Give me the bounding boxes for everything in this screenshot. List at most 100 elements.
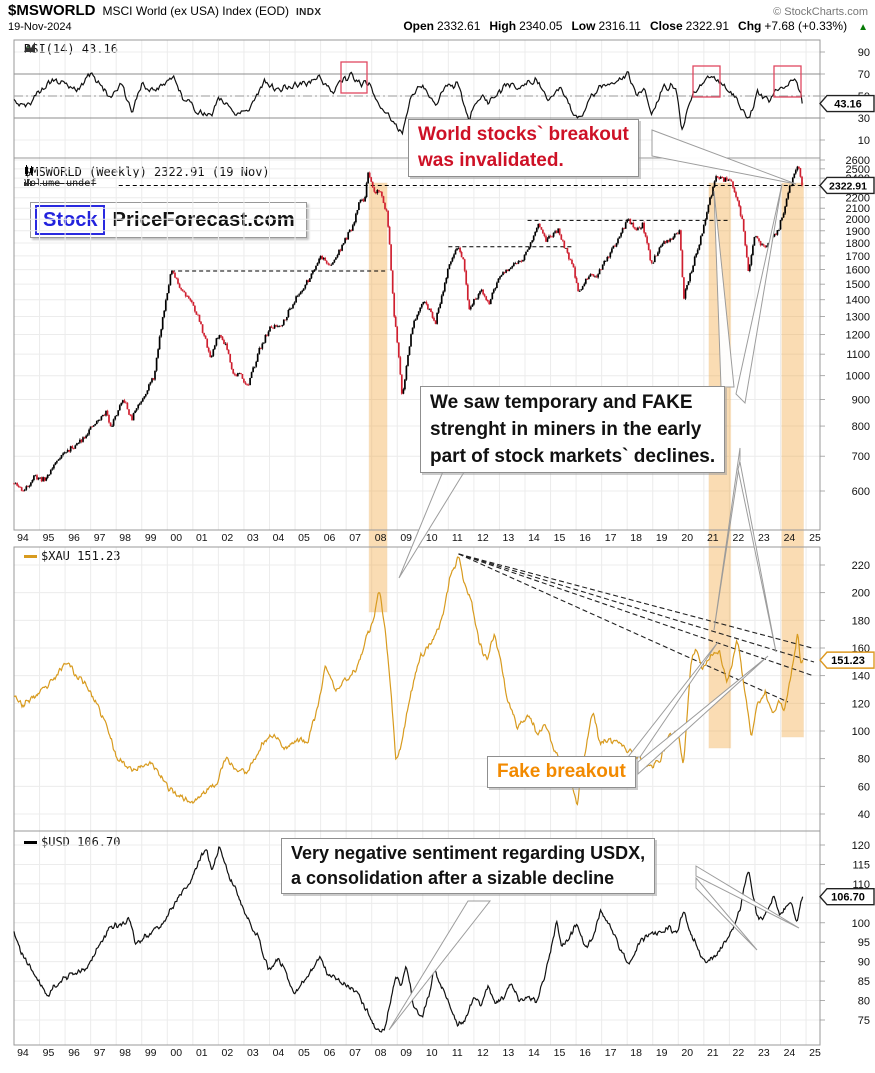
year-label: 10 [426, 1047, 438, 1059]
year-label: 05 [298, 1047, 310, 1059]
quote-low: Low 2316.11 [571, 19, 641, 33]
panel-border-xau [13, 546, 821, 832]
xau-pointer-value: 151.23 [831, 655, 865, 667]
year-label: 13 [503, 532, 515, 544]
year-label: 95 [43, 1047, 55, 1059]
xau-legend-dash-icon [24, 554, 37, 558]
year-label: 22 [732, 532, 744, 544]
year-label: 09 [400, 532, 412, 544]
down-bodies [13, 166, 803, 492]
usd-tick-label: 95 [858, 937, 870, 949]
msworld-tick-label: 2000 [846, 214, 870, 226]
callout-tail-xau-2024-spike [737, 461, 777, 653]
year-label: 16 [579, 1047, 591, 1059]
year-label: 17 [605, 532, 617, 544]
year-label: 07 [349, 1047, 361, 1059]
msworld-tick-label: 2200 [846, 193, 870, 205]
msworld-tick-label: 1800 [846, 238, 870, 250]
year-label: 12 [477, 532, 489, 544]
callout-tail-usd-2024-area [695, 865, 800, 929]
callout-tails [388, 129, 800, 1031]
gridlines [14, 40, 820, 1045]
usd-tick-label: 75 [858, 1015, 870, 1027]
usd-tick-label: 120 [852, 840, 870, 852]
callout-tail-xau-2024-spike-2 [637, 655, 769, 776]
quote-chg: Chg +7.68 (+0.33%) [738, 19, 847, 33]
year-label: 18 [630, 1047, 642, 1059]
chg-label: Chg [738, 19, 762, 33]
fan-line [458, 553, 815, 663]
panel-border-usd [13, 830, 821, 1046]
chart-header: $MSWORLD MSCI World (ex USA) Index (EOD)… [0, 0, 875, 38]
callout-tail-msworld-2022-band [713, 190, 735, 388]
header-row-quote: 19-Nov-2024 Open 2332.61 High 2340.05 Low 2… [8, 19, 868, 33]
volume-label[interactable]: Volume undef [24, 178, 96, 189]
msworld-tick-label: 2100 [846, 203, 870, 215]
price-pointers: 43.16 2322.91 151.23 106.70 [819, 94, 875, 906]
usd-legend-dash-icon [24, 840, 37, 844]
year-label: 95 [43, 532, 55, 544]
xau-panel-label[interactable]: $XAU 151.23 [24, 549, 120, 563]
xau-label-text: $XAU 151.23 [41, 549, 121, 563]
year-label: 00 [170, 1047, 182, 1059]
year-label: 19 [656, 532, 668, 544]
rsi-pointer [819, 94, 875, 113]
year-label: 02 [221, 1047, 233, 1059]
note-line: We saw temporary and FAKE [430, 392, 693, 413]
year-label: 08 [375, 1047, 387, 1059]
year-label: 25 [809, 1047, 821, 1059]
msworld-tick-label: 1100 [846, 349, 870, 361]
year-label: 20 [681, 1047, 693, 1059]
msworld-tick-label: 1700 [846, 251, 870, 263]
exchange-tag: INDX [295, 7, 322, 18]
msworld-tick-label: 1900 [846, 226, 870, 238]
year-label: 01 [196, 1047, 208, 1059]
open-label: Open [403, 19, 434, 33]
year-label: 21 [707, 532, 719, 544]
xau-series-line [13, 556, 804, 806]
xau-tick-label: 140 [852, 671, 870, 683]
year-label: 23 [758, 532, 770, 544]
year-label: 22 [732, 1047, 744, 1059]
volume-label-text: Volume undef [24, 178, 97, 189]
rsi-tick-label: 90 [858, 47, 870, 59]
year-label: 23 [758, 1047, 770, 1059]
year-label: 24 [784, 532, 796, 544]
low-label: Low [571, 19, 596, 33]
fan-line [458, 553, 815, 677]
year-label: 94 [17, 1047, 29, 1059]
xau-pointer [819, 651, 875, 669]
msworld-candles [13, 165, 803, 492]
copyright[interactable]: © StockCharts.com [773, 6, 868, 18]
note-line: part of stock markets` declines. [430, 446, 716, 467]
msworld-tick-label: 600 [852, 486, 870, 498]
rsi-red-box [340, 61, 368, 94]
xau-fan-lines [458, 553, 815, 703]
msworld-tick-label: 1400 [846, 295, 870, 307]
year-label: 94 [17, 532, 29, 544]
year-label: 08 [375, 532, 387, 544]
fan-line [458, 553, 789, 703]
rsi-red-box [773, 65, 802, 98]
year-label: 24 [784, 1047, 796, 1059]
msworld-tick-label: 1200 [846, 330, 870, 342]
note-fake-breakout: Fake breakout [487, 756, 636, 788]
year-label: 20 [681, 532, 693, 544]
note-breakout-invalidated: World stocks` breakout was invalidated. [408, 119, 639, 177]
xau-tick-label: 100 [852, 726, 870, 738]
year-label: 97 [94, 1047, 106, 1059]
year-label: 05 [298, 532, 310, 544]
xau-tick-label: 180 [852, 615, 870, 627]
usd-tick-label: 90 [858, 957, 870, 969]
year-label: 15 [554, 1047, 566, 1059]
open-value: 2332.61 [437, 19, 481, 33]
usd-series-line [13, 846, 804, 1033]
year-label: 07 [349, 532, 361, 544]
year-label: 06 [324, 532, 336, 544]
year-label: 16 [579, 532, 591, 544]
rsi-levels [14, 73, 820, 119]
year-label: 11 [452, 532, 463, 544]
axis-tick-labels: 9070503010260025002400220021002000190018… [17, 47, 870, 1059]
